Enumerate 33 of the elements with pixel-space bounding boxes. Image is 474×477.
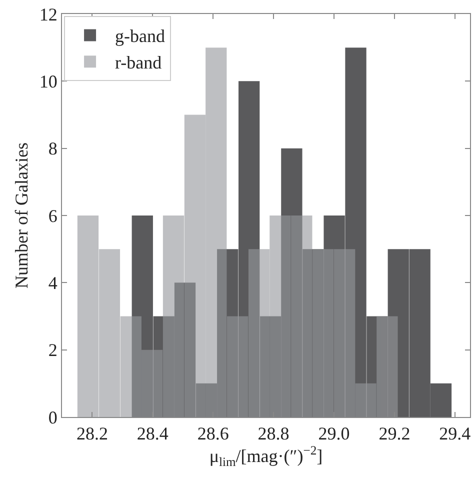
y-tick-label: 4: [48, 272, 58, 293]
legend-label: r-band: [115, 52, 162, 73]
y-tick-label: 0: [48, 407, 58, 428]
bar: [355, 383, 376, 417]
bar: [291, 216, 312, 417]
bar: [206, 48, 227, 417]
x-tick-label: 28.4: [136, 424, 168, 444]
legend-label: g-band: [115, 26, 166, 46]
bar: [334, 249, 356, 417]
bar: [227, 316, 248, 417]
bar: [141, 350, 163, 417]
x-tick-label: 29.0: [318, 424, 350, 444]
y-tick-label: 10: [39, 71, 58, 92]
x-tick-label: 28.2: [76, 424, 108, 444]
bar: [376, 316, 398, 417]
bar: [120, 316, 142, 417]
y-tick-label: 2: [48, 340, 58, 360]
y-tick-label: 12: [39, 4, 58, 24]
bar: [248, 249, 270, 417]
x-tick-label: 28.8: [258, 424, 290, 444]
x-tick-label: 28.6: [197, 424, 229, 444]
x-axis-title: μ$_{lim}$/[mag·(″)$^{−2}$]: [209, 444, 323, 469]
y-tick-label: 8: [48, 138, 58, 159]
bar: [184, 114, 206, 417]
bar: [162, 216, 184, 417]
y-axis-title: Number of Galaxies: [12, 142, 32, 288]
x-tick-label: 29.2: [378, 424, 410, 444]
x-tick-label: 29.4: [439, 424, 471, 444]
bar: [77, 216, 99, 417]
bar: [312, 249, 334, 417]
y-tick-label: 6: [48, 206, 58, 226]
bar: [270, 216, 291, 417]
bar: [98, 249, 120, 417]
